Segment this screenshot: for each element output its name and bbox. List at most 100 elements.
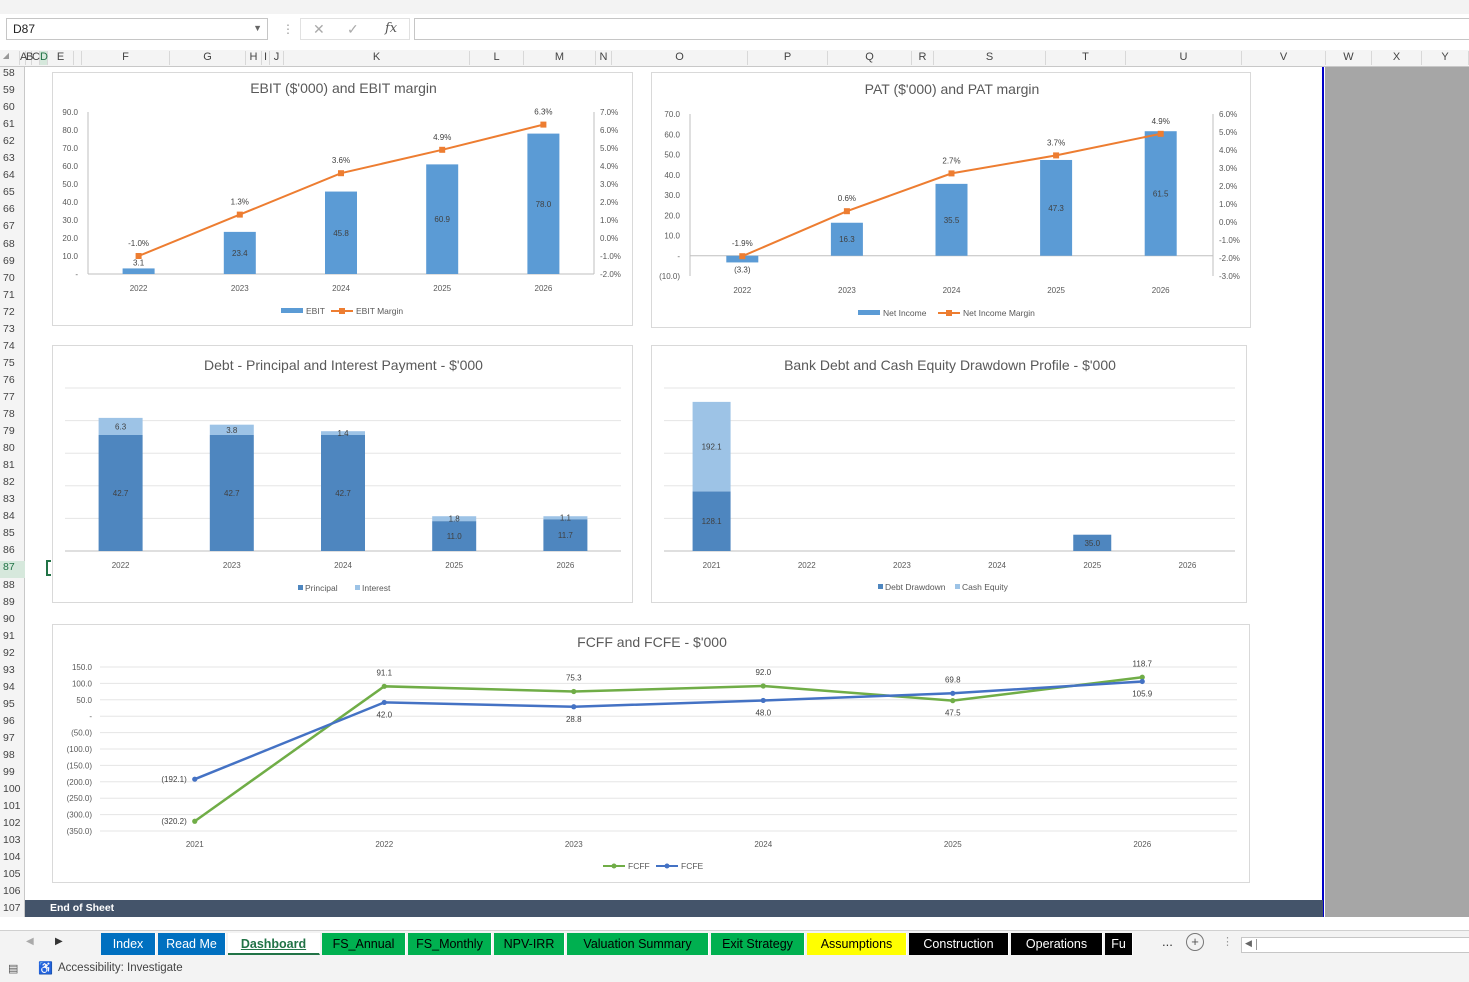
scrollbar-left-icon[interactable]: ◀: [1245, 938, 1252, 948]
scroll-right-icon[interactable]: ▶: [55, 936, 63, 947]
column-header[interactable]: G: [170, 51, 246, 65]
row-header[interactable]: 97: [3, 731, 15, 744]
row-header[interactable]: 102: [3, 817, 21, 830]
row-header[interactable]: 59: [3, 84, 15, 97]
chart-ebit[interactable]: EBIT ($'000) and EBIT margin - 10.0 20.0 30.…: [52, 72, 633, 326]
sheet-tab-assumptions[interactable]: Assumptions: [807, 933, 907, 955]
column-header[interactable]: I: [262, 51, 270, 65]
column-header[interactable]: M: [524, 51, 596, 65]
row-header[interactable]: 89: [3, 595, 15, 608]
chart-fcff-fcfe[interactable]: FCFF and FCFE - $'000 (350.0) (300.0) (250.…: [52, 624, 1250, 883]
column-header[interactable]: T: [1046, 51, 1126, 65]
chart-pat[interactable]: PAT ($'000) and PAT margin (10.0) - 10.0 20.…: [651, 72, 1251, 328]
row-header[interactable]: 66: [3, 203, 15, 216]
accessibility-status[interactable]: Accessibility: Investigate: [58, 962, 183, 974]
row-header[interactable]: 99: [3, 766, 15, 779]
column-header[interactable]: X: [1372, 51, 1422, 65]
column-header[interactable]: S: [934, 51, 1046, 65]
formula-input[interactable]: [414, 18, 1469, 40]
row-header[interactable]: 58: [3, 67, 15, 79]
row-header[interactable]: 72: [3, 305, 15, 318]
scroll-left-icon[interactable]: ◀: [26, 936, 34, 947]
column-header[interactable]: B: [26, 51, 34, 65]
sheet-tab-fs-monthly[interactable]: FS_Monthly: [408, 933, 492, 955]
row-header[interactable]: 92: [3, 646, 15, 659]
column-header[interactable]: C: [32, 51, 40, 65]
row-header[interactable]: 93: [3, 663, 15, 676]
row-header[interactable]: 79: [3, 425, 15, 438]
column-header[interactable]: J: [270, 51, 284, 65]
tab-splitter-icon[interactable]: ⋮: [1222, 936, 1233, 948]
row-header[interactable]: 106: [3, 885, 21, 898]
row-header[interactable]: 68: [3, 237, 15, 250]
chart-debt-payment[interactable]: Debt - Principal and Interest Payment - …: [52, 345, 633, 603]
column-header[interactable]: Q: [828, 51, 912, 65]
sheet-tab-read-me[interactable]: Read Me: [158, 933, 226, 955]
row-header[interactable]: 87: [0, 561, 25, 579]
column-header[interactable]: L: [470, 51, 524, 65]
column-header[interactable]: E: [48, 51, 74, 65]
column-header[interactable]: Y: [1422, 51, 1469, 65]
sheet-tab-exit-strategy[interactable]: Exit Strategy: [711, 933, 805, 955]
row-header[interactable]: 62: [3, 135, 15, 148]
sheet-tab-operations[interactable]: Operations: [1011, 933, 1103, 955]
column-header[interactable]: P: [748, 51, 828, 65]
column-header[interactable]: D: [40, 51, 48, 65]
row-header[interactable]: 71: [3, 288, 15, 301]
row-header[interactable]: 78: [3, 408, 15, 420]
sheet-tab-fu[interactable]: Fu: [1105, 933, 1133, 955]
row-header[interactable]: 74: [3, 339, 15, 352]
row-header[interactable]: 95: [3, 697, 15, 710]
row-header[interactable]: 107: [3, 902, 21, 915]
chevron-down-icon[interactable]: ▼: [253, 23, 262, 33]
row-header[interactable]: 85: [3, 527, 15, 540]
sheet-tab-dashboard[interactable]: Dashboard: [228, 933, 320, 955]
sheet-tab-construction[interactable]: Construction: [909, 933, 1009, 955]
row-header[interactable]: 63: [3, 152, 15, 165]
column-header[interactable]: F: [82, 51, 170, 65]
name-box[interactable]: D87 ▼: [6, 18, 268, 40]
cancel-icon[interactable]: ✕: [313, 21, 325, 37]
sheet-tab-valuation-summary[interactable]: Valuation Summary: [567, 933, 709, 955]
column-header[interactable]: N: [596, 51, 612, 65]
chart-drawdown[interactable]: Bank Debt and Cash Equity Drawdown Profi…: [651, 345, 1247, 603]
column-header[interactable]: R: [912, 51, 934, 65]
sheet-tab-npv-irr[interactable]: NPV-IRR: [494, 933, 565, 955]
column-header[interactable]: K: [284, 51, 470, 65]
row-header[interactable]: 86: [3, 544, 15, 557]
column-header[interactable]: H: [246, 51, 262, 65]
row-header[interactable]: 65: [3, 186, 15, 199]
row-header[interactable]: 64: [3, 169, 15, 182]
sheet-tab-index[interactable]: Index: [101, 933, 156, 955]
row-header[interactable]: 76: [3, 373, 15, 386]
row-header[interactable]: 96: [3, 714, 15, 727]
more-tabs[interactable]: ...: [1162, 934, 1173, 949]
column-header[interactable]: U: [1126, 51, 1242, 65]
sheet-tab-fs-annual[interactable]: FS_Annual: [322, 933, 406, 955]
row-header[interactable]: 104: [3, 851, 21, 864]
row-header[interactable]: 80: [3, 442, 15, 455]
row-header[interactable]: 67: [3, 220, 15, 233]
row-header[interactable]: 77: [3, 390, 15, 403]
row-header[interactable]: 82: [3, 476, 15, 489]
horizontal-scrollbar[interactable]: ◀: [1241, 937, 1469, 953]
row-header[interactable]: 94: [3, 680, 15, 693]
add-sheet-icon[interactable]: +: [1186, 933, 1204, 951]
row-header[interactable]: 91: [3, 629, 15, 642]
row-header[interactable]: 105: [3, 868, 21, 881]
row-header[interactable]: 98: [3, 749, 15, 761]
column-header[interactable]: W: [1326, 51, 1372, 65]
column-header[interactable]: V: [1242, 51, 1326, 65]
row-header[interactable]: 75: [3, 356, 15, 369]
row-header[interactable]: 81: [3, 459, 15, 472]
row-header[interactable]: 73: [3, 322, 15, 335]
select-all-corner[interactable]: ◢: [2, 51, 10, 60]
row-header[interactable]: 70: [3, 271, 15, 284]
row-header[interactable]: 90: [3, 612, 15, 625]
row-header[interactable]: 103: [3, 834, 21, 847]
row-header[interactable]: 100: [3, 783, 21, 796]
row-header[interactable]: 69: [3, 254, 15, 267]
row-header[interactable]: 60: [3, 101, 15, 114]
column-header[interactable]: A: [20, 51, 28, 65]
row-header[interactable]: 61: [3, 118, 15, 131]
